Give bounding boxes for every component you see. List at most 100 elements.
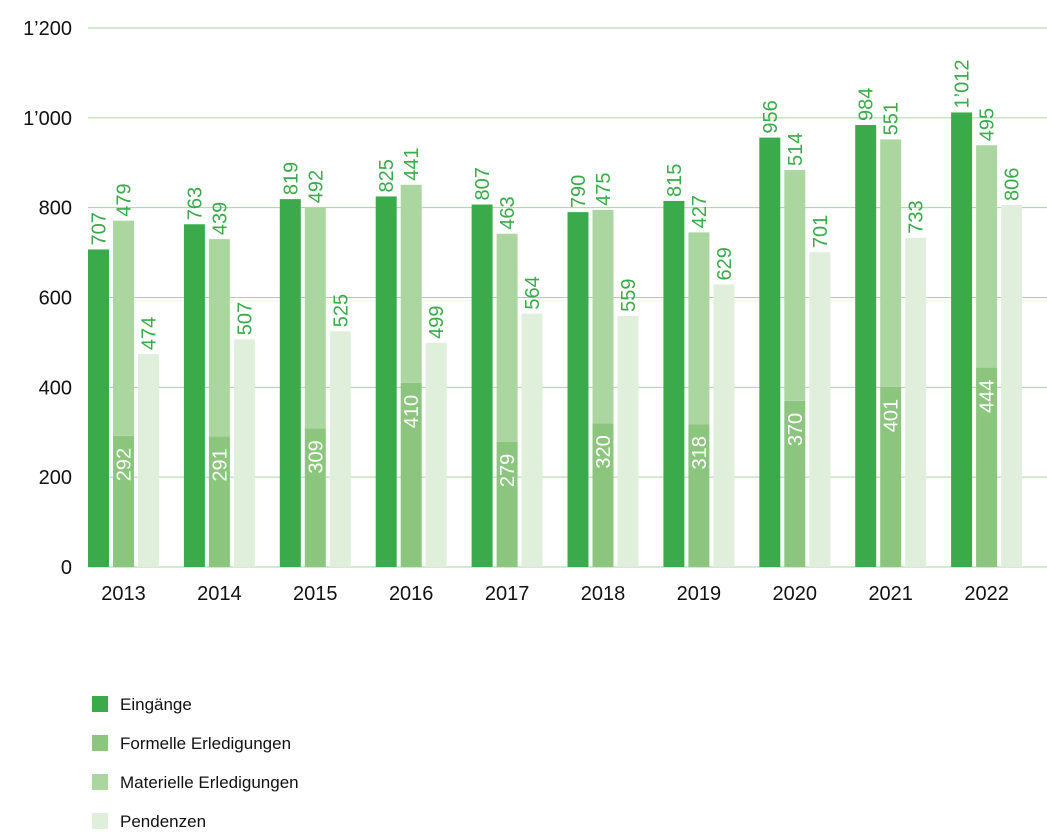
data-label: 807 (472, 167, 494, 200)
bar (688, 232, 710, 425)
data-label: 819 (280, 162, 302, 195)
y-tick-label: 1’000 (23, 108, 72, 130)
bar (138, 354, 159, 567)
bar (784, 400, 806, 567)
legend-label: Formelle Erledigungen (120, 734, 291, 753)
bar (592, 209, 614, 424)
data-label: 320 (593, 435, 615, 468)
bar (759, 137, 781, 567)
data-label: 551 (881, 102, 903, 135)
bar (905, 237, 927, 567)
x-tick-label: 2017 (485, 583, 530, 605)
data-label: 499 (426, 305, 448, 338)
data-label: 701 (810, 215, 832, 248)
x-tick-label: 2019 (677, 583, 722, 605)
bar (688, 424, 710, 567)
legend-swatch (92, 735, 108, 751)
bar (617, 315, 639, 567)
bar (208, 239, 230, 437)
data-label: 495 (977, 108, 999, 141)
bar (592, 423, 614, 567)
x-tick-label: 2013 (101, 583, 146, 605)
data-label: 474 (139, 317, 161, 350)
data-label: 806 (1002, 168, 1024, 201)
y-tick-label: 600 (39, 288, 72, 310)
data-label: 370 (785, 413, 807, 446)
legend-label: Materielle Erledigungen (120, 773, 299, 792)
bar (233, 339, 255, 567)
data-label: 790 (568, 175, 590, 208)
data-label: 507 (234, 302, 256, 335)
bar (663, 200, 685, 567)
legend-swatch (92, 774, 108, 790)
y-tick-label: 1’200 (23, 18, 72, 40)
data-label: 292 (114, 448, 136, 481)
data-label: 318 (689, 436, 711, 469)
x-tick-label: 2022 (964, 583, 1009, 605)
data-label: 559 (618, 279, 640, 312)
bar (784, 169, 806, 401)
bar (208, 436, 230, 567)
x-tick-label: 2018 (581, 583, 626, 605)
bar (567, 212, 589, 568)
data-label: 707 (89, 212, 111, 245)
bar (496, 441, 518, 567)
data-label: 984 (856, 88, 878, 121)
data-label: 441 (401, 147, 423, 180)
data-label: 427 (689, 195, 711, 228)
bar (329, 331, 351, 567)
x-tick-label: 2015 (293, 583, 338, 605)
data-label: 309 (305, 440, 327, 473)
bar (976, 367, 998, 567)
data-label: 492 (305, 170, 327, 203)
bar (400, 382, 422, 567)
legend-swatch (92, 813, 108, 829)
x-tick-label: 2014 (197, 583, 242, 605)
legend-label: Eingänge (120, 695, 192, 714)
bar (1001, 204, 1023, 567)
data-label: 1’012 (952, 60, 974, 109)
bar (713, 284, 735, 567)
y-tick-label: 0 (61, 557, 72, 579)
data-label: 439 (209, 202, 231, 235)
data-label: 291 (209, 448, 231, 481)
x-tick-label: 2020 (773, 583, 818, 605)
data-label: 525 (330, 294, 352, 327)
data-label: 410 (401, 395, 423, 428)
bar (304, 428, 326, 567)
bar (400, 184, 422, 383)
bar (976, 145, 998, 368)
y-tick-label: 400 (39, 377, 72, 399)
bar (88, 249, 109, 568)
data-label: 479 (114, 183, 136, 216)
y-tick-label: 200 (39, 467, 72, 489)
data-label: 514 (785, 133, 807, 166)
bar (425, 342, 447, 567)
bar (496, 233, 518, 442)
data-label: 401 (881, 399, 903, 432)
data-label: 815 (664, 164, 686, 197)
bar (880, 386, 902, 567)
x-tick-label: 2021 (868, 583, 913, 605)
data-label: 564 (522, 276, 544, 309)
x-tick-label: 2016 (389, 583, 434, 605)
data-label: 463 (497, 196, 519, 229)
bar (279, 199, 301, 567)
bar (375, 196, 397, 567)
bar (809, 252, 831, 568)
bar (183, 224, 205, 567)
data-label: 956 (760, 100, 782, 133)
bar (304, 207, 326, 429)
bar (113, 220, 134, 436)
data-label: 475 (593, 173, 615, 206)
bar (880, 139, 902, 387)
data-label: 763 (184, 187, 206, 220)
legend-swatch (92, 696, 108, 712)
bar (951, 112, 973, 568)
data-label: 629 (714, 247, 736, 280)
y-tick-label: 800 (39, 198, 72, 220)
data-label: 444 (977, 380, 999, 413)
data-label: 825 (376, 159, 398, 192)
bar (471, 204, 493, 567)
data-label: 733 (906, 200, 928, 233)
